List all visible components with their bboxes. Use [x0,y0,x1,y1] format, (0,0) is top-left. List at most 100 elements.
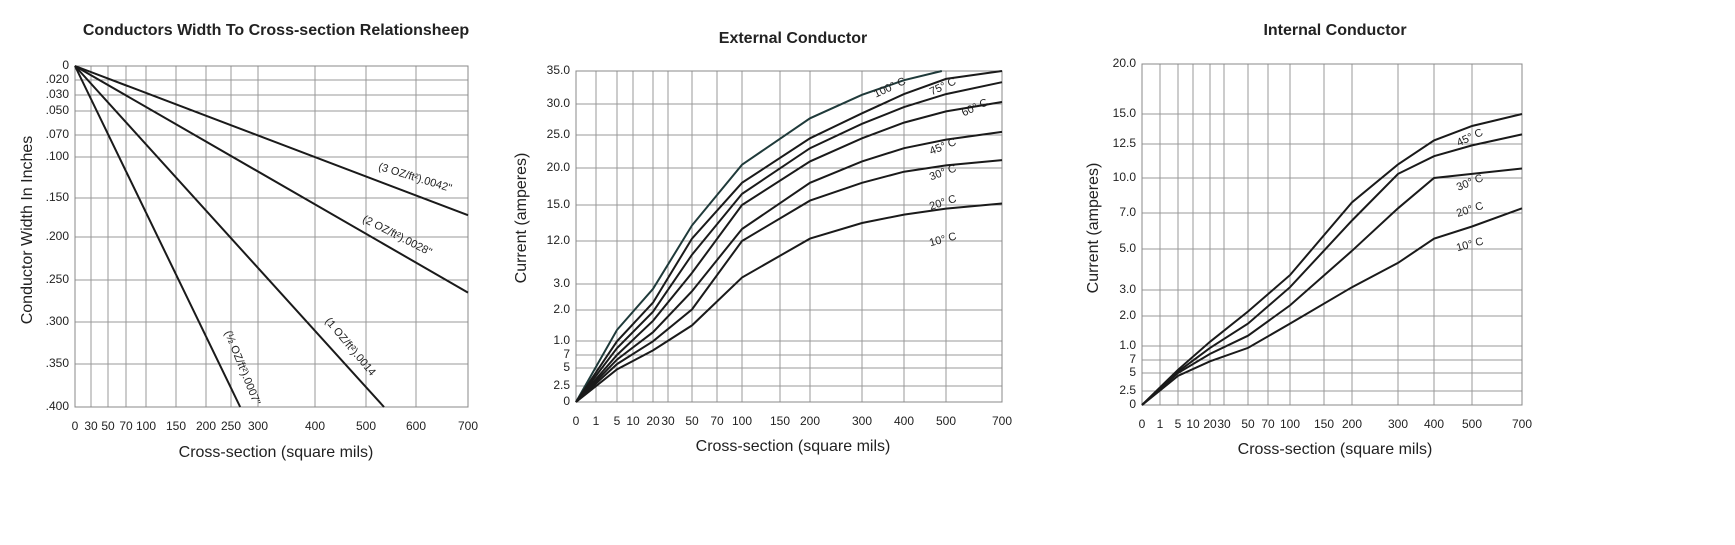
x-tick-label: 400 [305,419,325,433]
chart-title: Conductors Width To Cross-section Relati… [83,22,469,39]
y-tick-label: 7 [563,347,570,361]
y-tick-label: 0 [1129,397,1136,411]
x-tick-label: 500 [1462,417,1482,431]
y-tick-label: 15.0 [547,197,571,211]
x-tick-label: 400 [894,414,914,428]
chart-title: External Conductor [719,30,867,47]
x-tick-label: 500 [356,419,376,433]
series-line [1141,207,1523,406]
y-tick-label: 12.5 [1113,136,1137,150]
series-label: 20° C [1455,200,1485,220]
y-tick-label: .070 [46,127,70,141]
x-tick-label: 100 [136,419,156,433]
x-tick-label: 10 [626,414,640,428]
series-line [74,65,242,408]
y-tick-label: 2.0 [553,302,570,316]
series-label: 10° C [1455,236,1485,255]
x-tick-label: 30 [84,419,98,433]
y-tick-label: 3.0 [553,276,570,290]
series-line [1141,167,1523,406]
x-tick-label: 300 [852,414,872,428]
x-tick-label: 10 [1186,417,1200,431]
series-line [575,70,943,403]
x-tick-label: 50 [1241,417,1255,431]
x-axis-title: Cross-section (square mils) [1238,441,1433,458]
series-label: (3 OZ/ft²).0042" [377,161,453,195]
y-tick-label: 7.0 [1119,205,1136,219]
series-line [74,65,469,217]
series-line [575,70,1003,403]
x-tick-label: 250 [221,419,241,433]
x-tick-label: 0 [72,419,79,433]
series-line [1141,113,1523,406]
x-tick-label: 150 [770,414,790,428]
y-tick-label: .100 [46,149,70,163]
series-label: 10° C [928,231,958,250]
x-tick-label: 30 [1217,417,1231,431]
plot-frame [575,70,1003,403]
chart-title: Internal Conductor [1263,22,1406,39]
x-tick-label: 600 [406,419,426,433]
x-tick-label: 100 [1280,417,1300,431]
x-tick-label: 70 [710,414,724,428]
y-tick-label: 5 [563,360,570,374]
x-tick-label: 0 [573,414,580,428]
x-tick-label: 100 [732,414,752,428]
y-tick-label: 35.0 [547,63,571,77]
y-tick-label: 2.0 [1119,308,1136,322]
series-line [575,101,1003,403]
x-tick-label: 30 [661,414,675,428]
series-label: 100° C [872,75,908,100]
plot-frame [74,65,469,408]
y-tick-label: 15.0 [1113,106,1137,120]
x-tick-label: 200 [196,419,216,433]
x-tick-label: 20 [646,414,660,428]
y-tick-label: 20.0 [1113,56,1137,70]
y-tick-label: .050 [46,103,70,117]
y-tick-label: 10.0 [1113,170,1137,184]
x-tick-label: 1 [593,414,600,428]
series-line [575,130,1003,403]
y-tick-label: .150 [46,190,70,204]
y-tick-label: .250 [46,272,70,286]
x-tick-label: 50 [685,414,699,428]
x-tick-label: 700 [458,419,478,433]
x-axis-title: Cross-section (square mils) [696,438,891,455]
x-tick-label: 5 [1175,417,1182,431]
x-tick-label: 70 [1261,417,1275,431]
y-tick-label: 5 [1129,365,1136,379]
x-tick-label: 150 [166,419,186,433]
y-tick-label: .350 [46,356,70,370]
y-tick-label: .020 [46,72,70,86]
x-tick-label: 700 [1512,417,1532,431]
y-tick-label: 1.0 [1119,338,1136,352]
series-line [1141,133,1523,406]
x-tick-label: 20 [1203,417,1217,431]
y-axis-title: Current (amperes) [513,153,530,284]
plot-frame [1141,63,1523,406]
x-tick-label: 500 [936,414,956,428]
y-tick-label: 1.0 [553,333,570,347]
x-tick-label: 200 [800,414,820,428]
series-line [74,65,469,294]
y-axis-title: Current (amperes) [1085,163,1102,294]
series-line [575,202,1003,403]
y-tick-label: .400 [46,399,70,413]
series-line [575,81,1003,403]
x-tick-label: 70 [119,419,133,433]
y-tick-label: 3.0 [1119,282,1136,296]
x-tick-label: 300 [248,419,268,433]
y-tick-label: 5.0 [1119,241,1136,255]
y-tick-label: 25.0 [547,127,571,141]
y-tick-label: 2.5 [553,378,570,392]
x-tick-label: 700 [992,414,1012,428]
y-tick-label: 7 [1129,352,1136,366]
x-tick-label: 0 [1139,417,1146,431]
y-tick-label: 20.0 [547,160,571,174]
x-tick-label: 50 [101,419,115,433]
y-tick-label: 0 [62,58,69,72]
x-tick-label: 200 [1342,417,1362,431]
x-tick-label: 400 [1424,417,1444,431]
x-tick-label: 300 [1388,417,1408,431]
